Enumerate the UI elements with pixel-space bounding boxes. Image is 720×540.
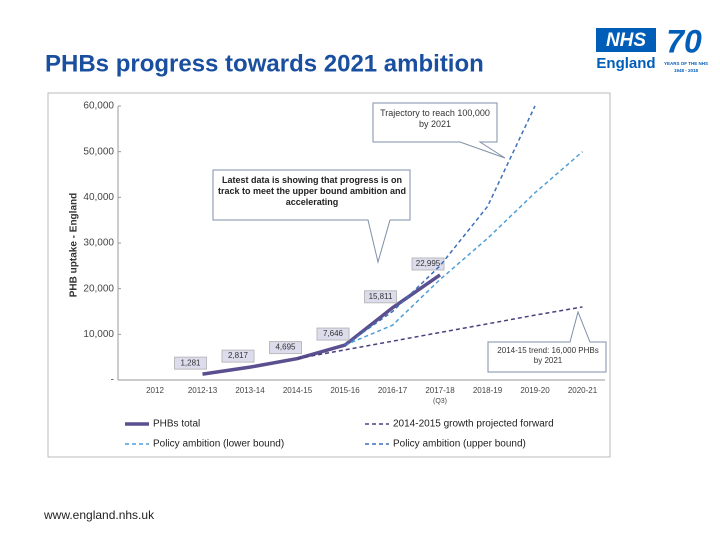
y-tick-label: -	[111, 375, 114, 386]
x-tick-label: 2019-20	[520, 386, 550, 395]
slide-title: PHBs progress towards 2021 ambition	[45, 50, 484, 77]
x-tick-note: (Q3)	[433, 398, 447, 405]
data-label: 22,995	[416, 259, 441, 268]
callout-text: Latest data is showing that progress is …	[218, 175, 407, 207]
logo-years: 70	[666, 23, 702, 59]
data-label: 15,811	[369, 292, 393, 301]
y-tick-label: 60,000	[83, 101, 114, 112]
data-label-box	[174, 356, 207, 370]
callout-box	[487, 310, 607, 373]
x-tick-label: 2016-17	[378, 386, 408, 395]
logo-region: England	[596, 55, 655, 72]
y-tick-label: 50,000	[83, 146, 114, 157]
x-tick-label: 2014-15	[283, 386, 313, 395]
legend-label: 2014-2015 growth projected forward	[393, 419, 554, 430]
y-tick-label: 30,000	[83, 238, 114, 249]
callout-box	[372, 102, 506, 159]
logo-span: 1948 - 2018	[674, 68, 699, 73]
chart-frame	[47, 92, 611, 458]
data-label: 2,817	[228, 351, 249, 360]
callout-text: Trajectory to reach 100,000 by 2021	[380, 108, 490, 129]
series-line	[344, 105, 536, 346]
callout-text: 2014-15 trend: 16,000 PHBs by 2021	[497, 346, 599, 365]
legend-label: Policy ambition (lower bound)	[153, 439, 284, 450]
y-tick-label: 10,000	[83, 329, 114, 340]
data-label: 1,281	[180, 358, 201, 367]
y-tick-label: 20,000	[83, 283, 114, 294]
footer: www.england.nhs.uk	[43, 508, 155, 522]
data-label: 4,695	[275, 343, 296, 352]
logo-box	[596, 28, 656, 52]
x-tick-label: 2018-19	[473, 386, 503, 395]
data-label-box	[316, 327, 350, 341]
series-line	[297, 306, 583, 360]
y-tick-label: 40,000	[83, 192, 114, 203]
logo-tagline: YEARS OF THE NHS	[664, 61, 708, 66]
x-tick-label: 2015-16	[330, 386, 360, 395]
x-tick-label: 2012-13	[188, 386, 218, 395]
data-label-box	[269, 341, 302, 355]
series-line	[202, 273, 441, 376]
x-tick-label: 2012	[146, 386, 164, 395]
series-line	[344, 151, 583, 346]
data-label-box	[364, 290, 397, 304]
logo-nhs: NHS	[606, 30, 646, 51]
callout-box	[212, 169, 411, 264]
data-label: 7,646	[323, 329, 344, 338]
x-tick-label: 2013-14	[235, 386, 265, 395]
x-tick-label: 2020-21	[568, 386, 598, 395]
y-axis-label: PHB uptake - England	[69, 193, 80, 297]
data-label-box	[221, 349, 255, 363]
legend-label: Policy ambition (upper bound)	[393, 439, 526, 450]
legend-label: PHBs total	[153, 419, 200, 430]
x-tick-label: 2017-18	[425, 386, 455, 395]
data-label-box	[411, 257, 445, 271]
